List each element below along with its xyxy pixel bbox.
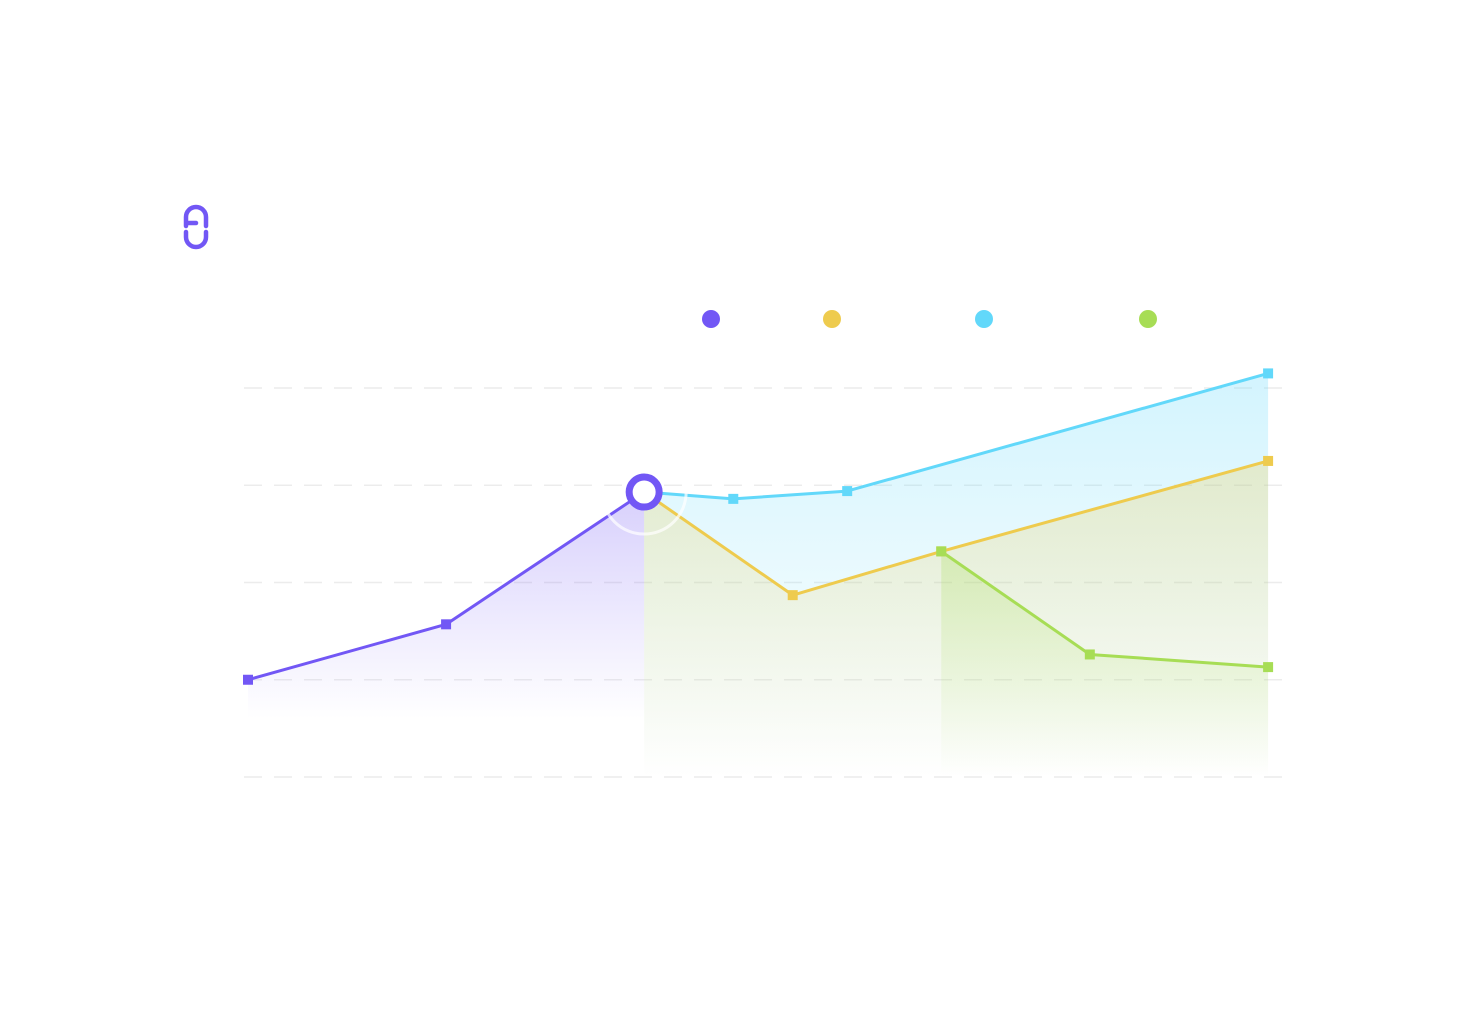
legend-marker-blue xyxy=(975,310,993,328)
data-point xyxy=(1263,455,1274,466)
data-point xyxy=(1084,649,1095,660)
legend-marker-purple xyxy=(702,310,720,328)
data-point xyxy=(441,619,452,630)
series-areas xyxy=(248,373,1269,777)
data-point xyxy=(1263,368,1274,379)
data-point xyxy=(243,674,253,685)
data-point xyxy=(787,590,798,601)
highlight-point xyxy=(600,448,688,536)
series-line xyxy=(642,371,1270,501)
data-point xyxy=(842,486,853,497)
area-fill xyxy=(248,492,645,719)
legend-marker-green xyxy=(1139,310,1157,328)
data-point xyxy=(1263,662,1274,673)
series-markers xyxy=(243,368,1274,685)
highlight-marker xyxy=(625,473,663,511)
link-chain-icon xyxy=(183,204,209,250)
series-line xyxy=(642,459,1270,597)
area-fill xyxy=(941,551,1269,777)
data-point xyxy=(936,546,947,557)
data-point xyxy=(728,493,739,504)
legend-marker-yellow xyxy=(823,310,841,328)
highlight-halo xyxy=(600,448,688,536)
